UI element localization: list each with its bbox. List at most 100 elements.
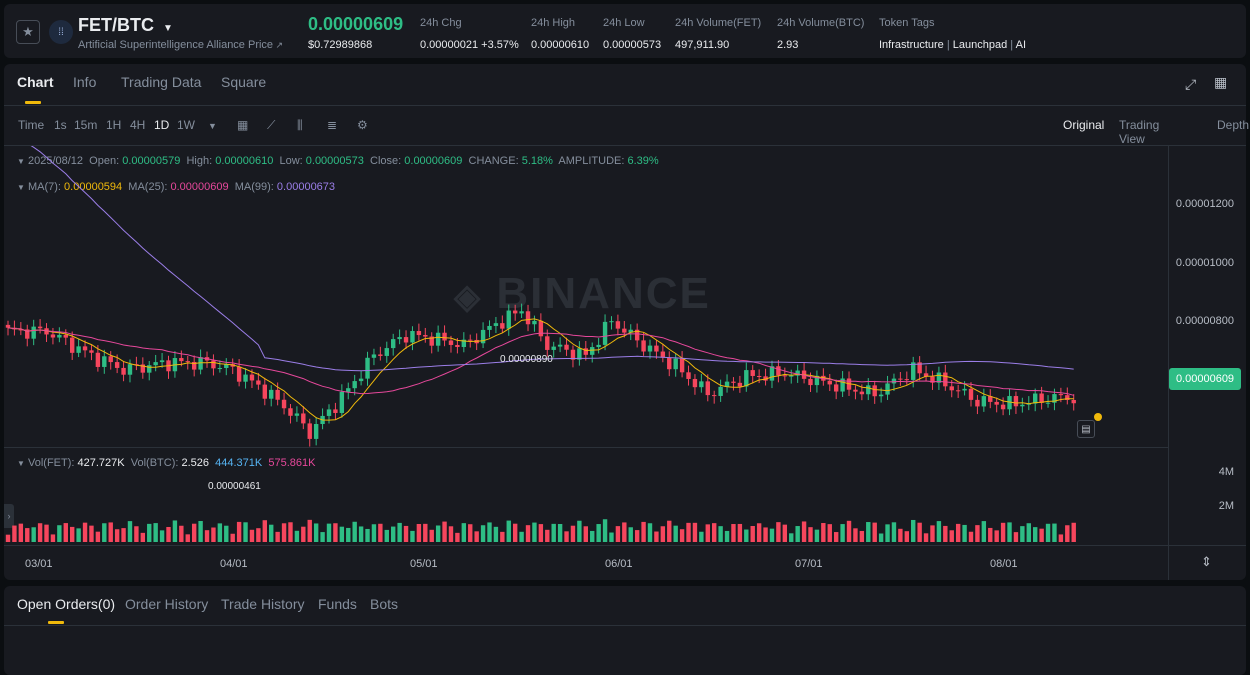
view-original[interactable]: Original	[1063, 118, 1105, 132]
volume-bar	[429, 529, 434, 542]
tab-bots[interactable]: Bots	[370, 596, 399, 612]
candle-body	[667, 357, 672, 370]
tag-infrastructure[interactable]: Infrastructure	[879, 39, 944, 51]
candle-body	[461, 339, 467, 347]
candle-body	[538, 320, 544, 337]
tab-square[interactable]: Square	[221, 74, 267, 90]
volume-bar	[76, 528, 81, 542]
depth-toggle-icon[interactable]: ≣	[327, 118, 338, 132]
volume-bar	[988, 527, 993, 542]
volume-bar	[1033, 527, 1038, 542]
volume-bar	[224, 525, 229, 542]
candle-body	[429, 336, 434, 346]
x-tick-label: 05/01	[410, 558, 438, 570]
pair-dropdown-icon[interactable]: ▼	[163, 23, 173, 34]
volume-bar	[320, 532, 325, 542]
view-depth[interactable]: Depth	[1217, 118, 1250, 132]
volume-bar	[172, 520, 178, 542]
tab-funds[interactable]: Funds	[318, 596, 357, 612]
tab-trading-data[interactable]: Trading Data	[121, 74, 202, 90]
binance-logo-icon: ◈	[454, 278, 483, 316]
volume-bar	[917, 522, 922, 542]
calendar-icon[interactable]: ▦	[237, 118, 249, 132]
stat-value-vol-btc: 2.93	[777, 39, 799, 51]
interval-1h[interactable]: 1H	[106, 118, 122, 132]
interval-1w[interactable]: 1W	[177, 118, 195, 132]
volume-bar	[352, 521, 357, 542]
candle-body	[564, 344, 569, 350]
interval-more-dropdown-icon[interactable]: ▼	[208, 121, 217, 131]
pair-subtitle[interactable]: Artificial Superintelligence Alliance Pr…	[78, 39, 284, 51]
interval-1s[interactable]: 1s	[54, 118, 67, 132]
tab-order-history[interactable]: Order History	[125, 596, 209, 612]
axis-scale-icon[interactable]: ⇕	[1201, 554, 1212, 569]
volume-bar	[153, 523, 158, 542]
candle-body	[121, 367, 126, 375]
candle-body	[602, 321, 608, 345]
divider	[4, 447, 1168, 448]
candle-body	[371, 354, 377, 358]
token-tags-label: Token Tags	[879, 17, 935, 29]
indicator-icon[interactable]: ⟋	[267, 118, 276, 132]
volume-bar	[1039, 528, 1044, 542]
tab-info[interactable]: Info	[73, 74, 97, 90]
volume-bar	[448, 526, 454, 542]
candle-body	[737, 382, 743, 387]
tab-trade-history[interactable]: Trade History	[221, 596, 305, 612]
notification-dot-icon[interactable]	[1094, 413, 1102, 421]
candle-body	[455, 344, 460, 347]
volume-bar	[564, 531, 569, 542]
volume-bar	[846, 520, 852, 542]
expand-left-chevron-icon[interactable]: ›	[4, 504, 14, 528]
candle-body	[1000, 404, 1006, 410]
candle-body	[943, 372, 948, 387]
volume-bar	[512, 523, 518, 542]
interval-15m[interactable]: 15m	[74, 118, 98, 132]
candle-body	[673, 358, 678, 370]
candlestick-chart[interactable]: 0.00000890 0.00000461	[4, 146, 1168, 546]
view-trading-view[interactable]: Trading View	[1119, 118, 1160, 146]
candle-type-icon[interactable]: ⫼	[297, 118, 303, 132]
candle-body	[763, 376, 768, 381]
candle-body	[384, 348, 389, 356]
candle-body	[198, 357, 203, 370]
divider	[4, 545, 1246, 546]
candle-body	[269, 389, 274, 399]
volume-bar	[1000, 522, 1006, 542]
collapse-chevron-icon[interactable]: ▼	[17, 183, 25, 192]
layout-grid-icon[interactable]: ▦	[1214, 74, 1228, 90]
order-book-icon[interactable]: ▤	[1077, 420, 1095, 438]
candle-body	[500, 323, 505, 329]
volume-bar	[288, 522, 293, 542]
candle-body	[339, 391, 345, 413]
volume-info: ▼ Vol(FET): 427.727K Vol(BTC): 2.526 444…	[17, 457, 316, 469]
interval-1d[interactable]: 1D	[154, 118, 170, 132]
volume-bar	[1045, 523, 1051, 542]
x-tick-label: 04/01	[220, 558, 248, 570]
volume-bar	[57, 525, 62, 542]
tag-launchpad[interactable]: Launchpad	[952, 39, 1008, 51]
candle-body	[1045, 402, 1051, 404]
candle-body	[211, 360, 216, 369]
interval-time[interactable]: Time	[18, 118, 45, 132]
interval-4h[interactable]: 4H	[130, 118, 146, 132]
collapse-chevron-icon[interactable]: ▼	[17, 157, 25, 166]
pair-title[interactable]: FET/BTC ▼	[78, 15, 173, 36]
candle-body	[114, 362, 120, 368]
fullscreen-icon[interactable]: ⤢	[1185, 76, 1197, 92]
volume-bar	[943, 525, 948, 542]
settings-gear-icon[interactable]: ⚙	[357, 118, 368, 132]
collapse-chevron-icon[interactable]: ▼	[17, 459, 25, 468]
favorite-star-icon[interactable]: ★	[16, 20, 40, 44]
stat-label-24h-low: 24h Low	[603, 17, 645, 29]
tag-ai[interactable]: AI	[1015, 39, 1027, 51]
volume-bar	[859, 530, 865, 542]
tab-chart[interactable]: Chart	[17, 74, 54, 90]
volume-bar	[487, 522, 492, 542]
tab-open-orders[interactable]: Open Orders(0)	[17, 596, 116, 612]
volume-bar	[898, 528, 903, 542]
volume-bar	[885, 524, 890, 542]
stat-label-vol-fet: 24h Volume(FET)	[675, 17, 762, 29]
candle-body	[776, 366, 781, 376]
volume-bar	[121, 528, 126, 542]
